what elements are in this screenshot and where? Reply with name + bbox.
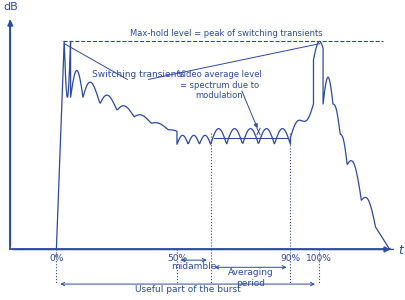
Text: midamble: midamble xyxy=(171,262,216,271)
Text: Averaging
period: Averaging period xyxy=(227,268,273,288)
Text: Switching transients: Switching transients xyxy=(92,70,184,80)
Text: t: t xyxy=(398,244,403,257)
Text: dB: dB xyxy=(3,2,18,12)
Text: 100%: 100% xyxy=(305,254,331,263)
Text: 90%: 90% xyxy=(280,254,300,263)
Text: Video average level
= spectrum due to
modulation: Video average level = spectrum due to mo… xyxy=(177,70,261,100)
Text: Max-hold level = peak of switching transients: Max-hold level = peak of switching trans… xyxy=(130,29,322,38)
Text: 0%: 0% xyxy=(49,254,64,263)
Text: 50%: 50% xyxy=(166,254,187,263)
Text: Useful part of the burst: Useful part of the burst xyxy=(134,285,240,294)
